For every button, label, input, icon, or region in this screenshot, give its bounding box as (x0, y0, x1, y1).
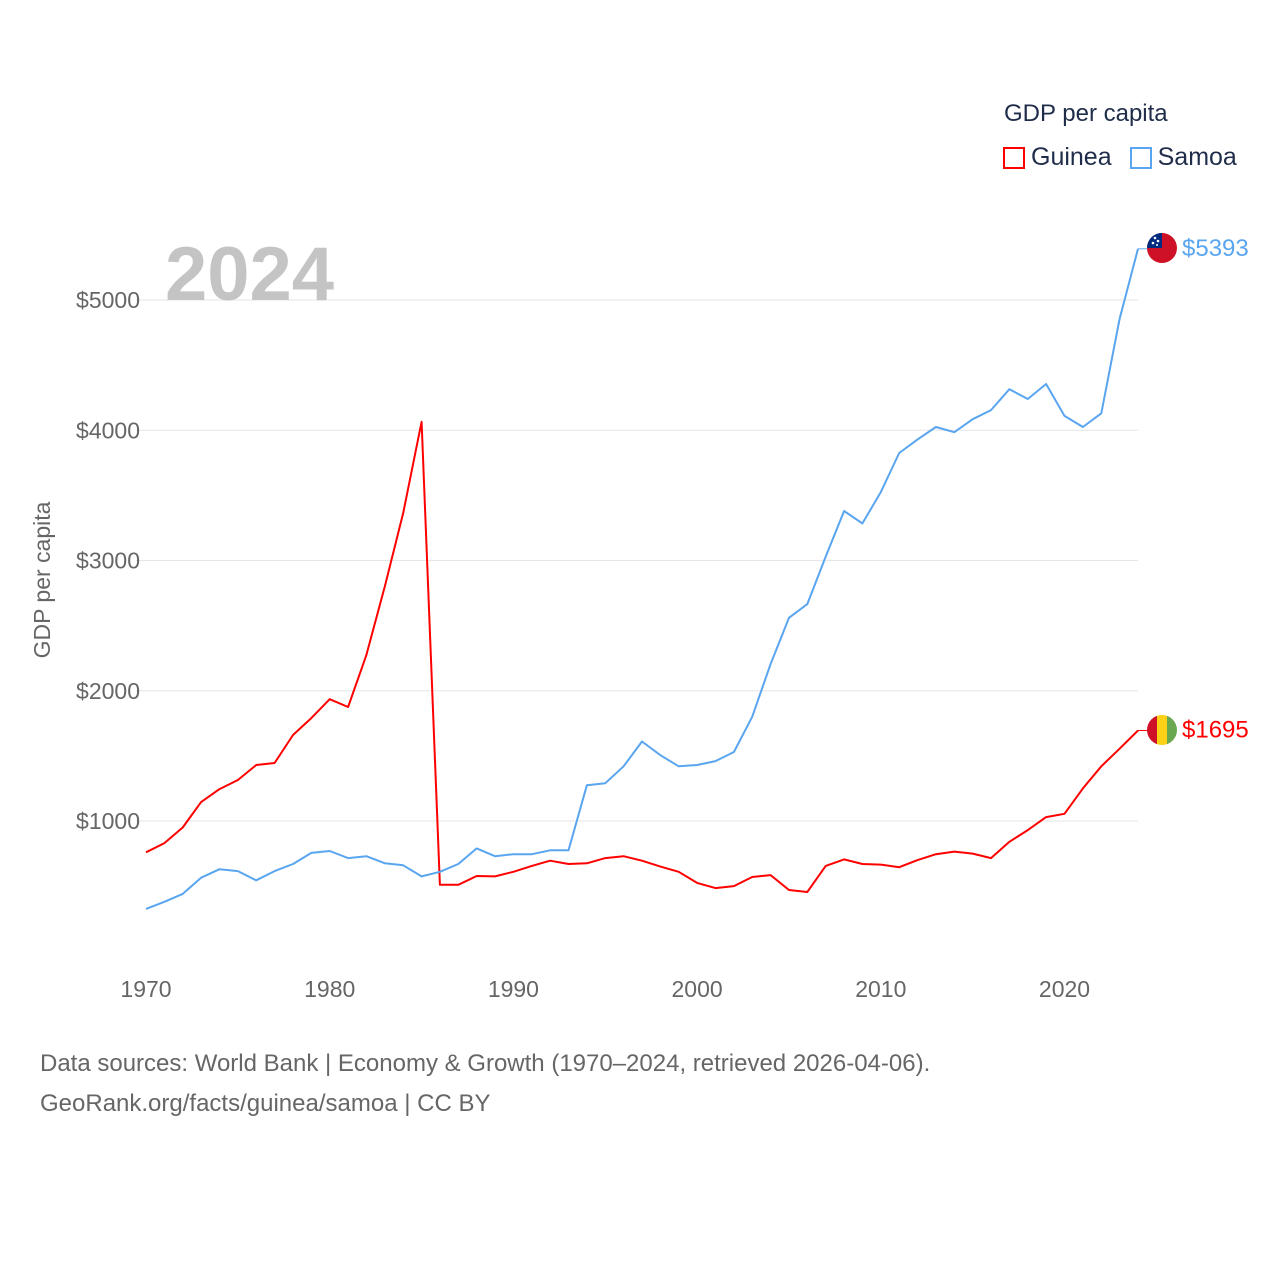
x-tick-label: 1980 (304, 976, 355, 1002)
y-tick-label: $1000 (76, 808, 140, 834)
guinea-flag-icon (1147, 715, 1177, 745)
samoa-end-label: $5393 (1182, 235, 1249, 262)
legend-item-guinea[interactable]: Guinea (1003, 143, 1112, 172)
y-tick-label: $2000 (76, 678, 140, 704)
x-tick-label: 1990 (488, 976, 539, 1002)
x-tick-label: 1970 (120, 976, 171, 1002)
y-tick-label: $3000 (76, 548, 140, 574)
legend-label: Samoa (1157, 143, 1237, 171)
y-axis-label: GDP per capita (29, 501, 55, 658)
source-line-2: GeoRank.org/facts/guinea/samoa | CC BY (40, 1090, 491, 1117)
guinea-swatch-icon (1003, 146, 1025, 169)
samoa-swatch-icon (1129, 146, 1152, 169)
guinea-line (145, 420, 1139, 893)
year-watermark: 2024 (165, 232, 334, 317)
samoa-line (145, 248, 1139, 910)
x-tick-label: 2000 (672, 976, 723, 1002)
legend: Guinea Samoa (1003, 143, 1237, 172)
x-tick-label: 2010 (855, 976, 906, 1002)
y-tick-label: $4000 (76, 417, 140, 443)
guinea-end-label: $1695 (1182, 716, 1249, 743)
legend-label: Guinea (1031, 143, 1112, 171)
legend-title: GDP per capita (1004, 100, 1168, 127)
samoa-flag-icon (1147, 233, 1177, 263)
x-tick-label: 2020 (1039, 976, 1090, 1002)
source-note: Data sources: World Bank | Economy & Gro… (40, 1044, 930, 1124)
source-line-1: Data sources: World Bank | Economy & Gro… (40, 1050, 931, 1077)
legend-item-samoa[interactable]: Samoa (1129, 143, 1237, 172)
y-tick-label: $5000 (76, 287, 140, 313)
